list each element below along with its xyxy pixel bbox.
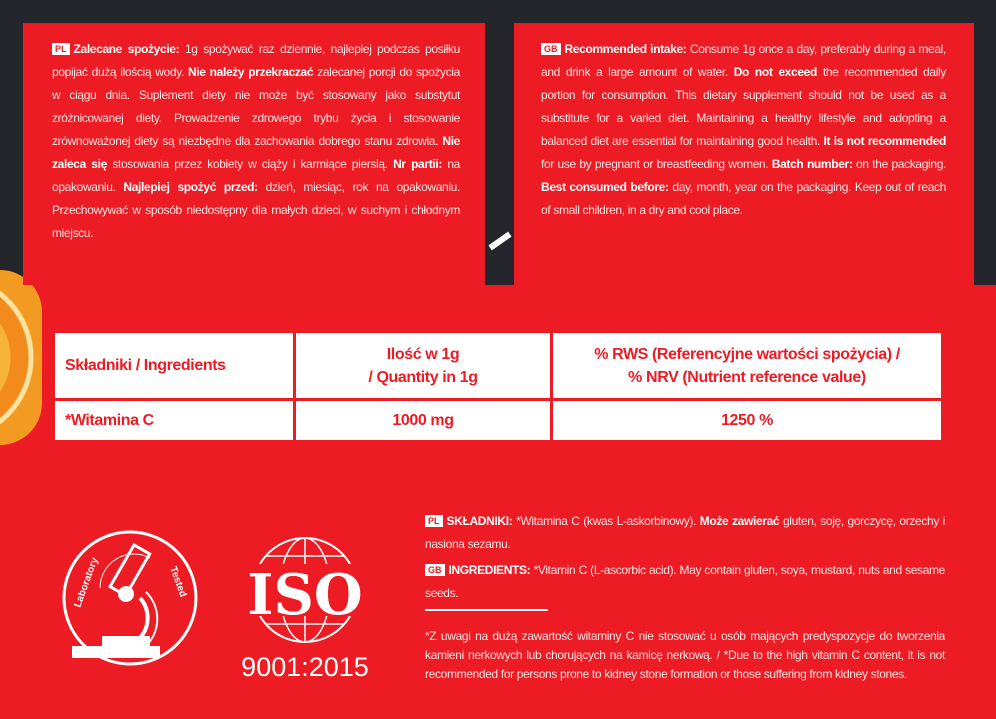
text: gluten, soję, gorczycę, orzechy i nasion… bbox=[425, 514, 945, 551]
iso-text: ISO bbox=[247, 562, 362, 628]
label: Recommended intake: bbox=[564, 42, 687, 56]
bold-text: Nie zaleca się bbox=[52, 134, 460, 171]
nutrition-table: Składniki / Ingredients Ilość w 1g / Quan… bbox=[52, 330, 944, 443]
text: for use by pregnant or breastfeeding wom… bbox=[541, 157, 772, 171]
cell-nrv: 1250 % bbox=[550, 398, 944, 443]
pl-flag-icon: PL bbox=[425, 515, 443, 527]
ingredients-gb: GB INGREDIENTS: *Vitamin C (L-ascorbic ac… bbox=[425, 559, 945, 605]
text: Consume 1g once a day, preferably during… bbox=[541, 42, 946, 79]
header-ingredients: Składniki / Ingredients bbox=[52, 330, 296, 401]
iso-logo: ISO 9001:2015 bbox=[233, 537, 377, 682]
text: dzień, miesiąc, rok na opakowaniu. Przec… bbox=[52, 180, 460, 240]
header-nrv: % RWS (Referencyjne wartości spożycia) /… bbox=[550, 330, 944, 401]
ingredients-pl: PL SKŁADNIKI: *Witamina C (kwas L-askorbi… bbox=[425, 510, 945, 556]
pl-instructions-text: PL Zalecane spożycie: 1g spożywać raz dzi… bbox=[52, 38, 460, 245]
pl-flag-icon: PL bbox=[52, 43, 70, 55]
label: SKŁADNIKI: bbox=[446, 514, 513, 528]
bold-text: It is not recommended bbox=[823, 134, 946, 148]
text: na opakowaniu. bbox=[52, 157, 460, 194]
bold-text: Może zawierać bbox=[699, 514, 780, 528]
gb-flag-icon: GB bbox=[541, 43, 561, 55]
label: INGREDIENTS: bbox=[448, 563, 531, 577]
bold-text: Do not exceed bbox=[733, 65, 818, 79]
bold-text: Nie należy przekraczać bbox=[187, 65, 314, 79]
text: zalecanej porcji do spożycia w ciągu dni… bbox=[52, 65, 460, 148]
bold-text: Najlepiej spożyć przed: bbox=[123, 180, 258, 194]
header-quantity: Ilość w 1g / Quantity in 1g bbox=[293, 330, 553, 401]
text: *Witamina C (kwas L-askorbinowy). bbox=[512, 514, 700, 528]
bold-text: Nr partii: bbox=[393, 157, 442, 171]
text: 1g spożywać raz dziennie, najlepiej podc… bbox=[52, 42, 460, 79]
pl-instructions-panel bbox=[23, 23, 485, 285]
text: day, month, year on the packaging. Keep … bbox=[541, 180, 946, 217]
table-header-row: Składniki / Ingredients Ilość w 1g / Quan… bbox=[52, 330, 944, 401]
text: on the packaging. bbox=[852, 157, 947, 171]
divider bbox=[425, 609, 548, 611]
bold-text: Best consumed before: bbox=[541, 180, 669, 194]
text: stosowania przez kobiety w ciąży i karmi… bbox=[106, 157, 394, 171]
gb-flag-icon: GB bbox=[425, 564, 445, 576]
lab-text: Laboratory bbox=[72, 556, 100, 609]
bold-text: Batch number: bbox=[771, 157, 853, 171]
gb-instructions-panel bbox=[514, 23, 974, 285]
gb-instructions-text: GB Recommended intake: Consume 1g once a … bbox=[541, 38, 946, 222]
laboratory-tested-logo: Laboratory Tested bbox=[62, 530, 198, 666]
footnote: *Z uwagi na dużą zawartość witaminy C ni… bbox=[425, 629, 945, 681]
tested-text: Tested bbox=[167, 565, 188, 598]
text: the recommended daily portion for consum… bbox=[541, 65, 946, 148]
label: Zalecane spożycie: bbox=[73, 42, 180, 56]
table-row: *Witamina C 1000 mg 1250 % bbox=[52, 398, 944, 443]
cell-quantity: 1000 mg bbox=[293, 398, 553, 443]
iso-number: 9001:2015 bbox=[241, 652, 369, 682]
orange-slice-image bbox=[0, 270, 42, 445]
text: *Vitamin C (L-ascorbic acid). May contai… bbox=[425, 563, 945, 600]
cell-ingredient: *Witamina C bbox=[52, 398, 296, 443]
